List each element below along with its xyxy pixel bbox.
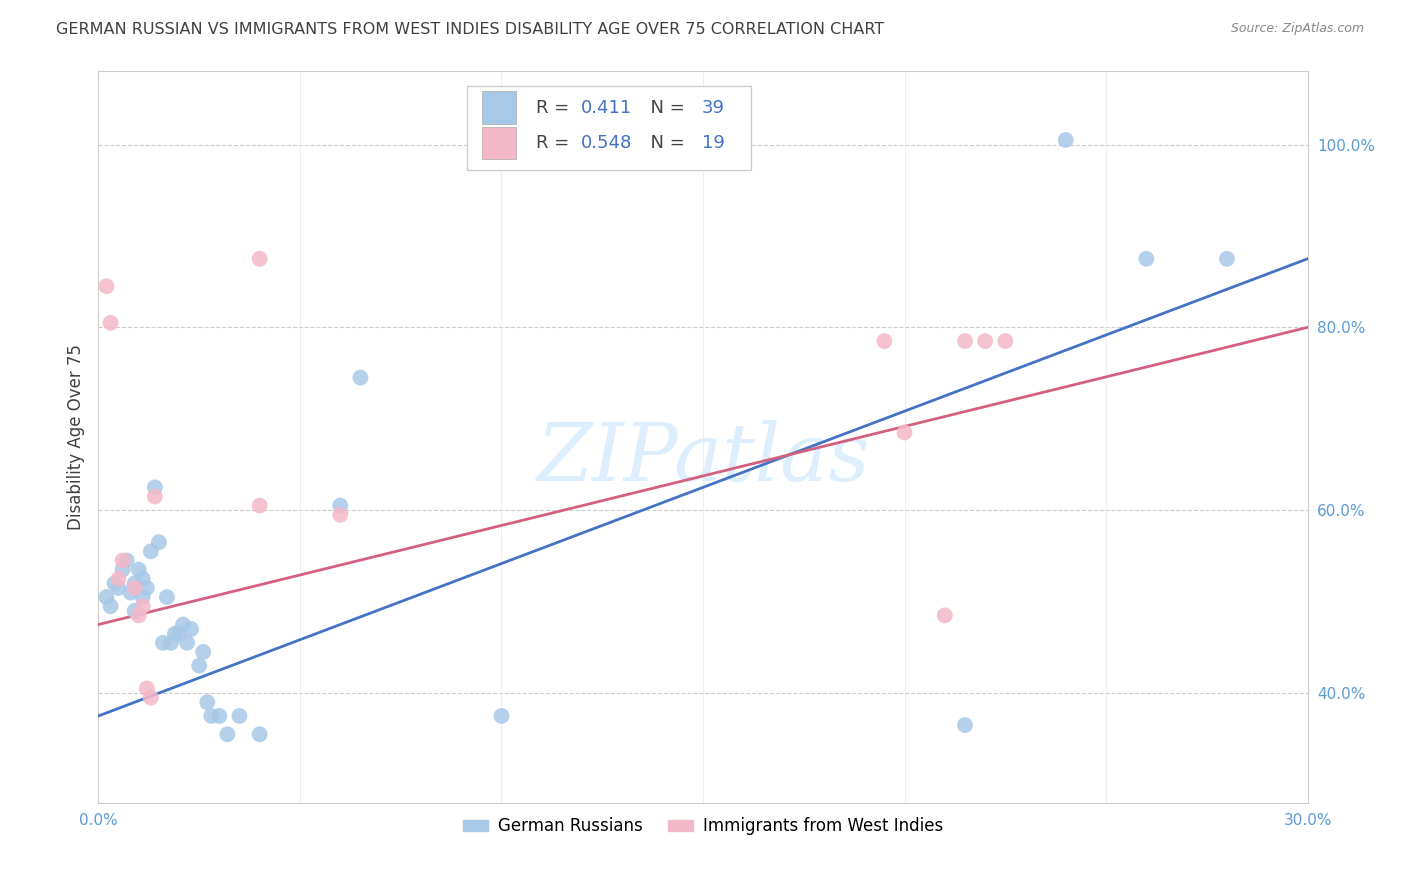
Text: R =: R =: [536, 99, 575, 117]
FancyBboxPatch shape: [482, 92, 516, 124]
FancyBboxPatch shape: [467, 86, 751, 170]
Point: [111, 553, 134, 567]
Point: [115, 553, 138, 567]
Point: [111, 563, 134, 577]
Point: [107, 581, 129, 595]
Point: [124, 581, 146, 595]
Text: N =: N =: [638, 99, 690, 117]
Point: [107, 572, 129, 586]
Point: [160, 636, 183, 650]
Point: [135, 581, 157, 595]
Point: [124, 576, 146, 591]
Point: [217, 727, 239, 741]
Point: [139, 690, 162, 705]
Point: [152, 636, 174, 650]
Point: [128, 608, 150, 623]
Text: 0.411: 0.411: [581, 99, 633, 117]
Point: [100, 599, 122, 614]
Point: [1216, 252, 1239, 266]
Point: [249, 252, 271, 266]
Point: [349, 370, 371, 384]
Point: [124, 604, 146, 618]
Point: [128, 563, 150, 577]
Point: [934, 608, 956, 623]
Text: 0.548: 0.548: [581, 134, 633, 152]
Point: [249, 499, 271, 513]
Y-axis label: Disability Age Over 75: Disability Age Over 75: [66, 344, 84, 530]
Point: [195, 695, 218, 709]
Point: [249, 727, 271, 741]
Point: [200, 709, 222, 723]
Point: [132, 572, 155, 586]
Point: [1135, 252, 1157, 266]
Point: [96, 279, 118, 293]
Text: 39: 39: [702, 99, 724, 117]
Text: R =: R =: [536, 134, 575, 152]
Point: [329, 508, 352, 522]
Point: [873, 334, 896, 348]
Point: [132, 599, 155, 614]
Legend: German Russians, Immigrants from West Indies: German Russians, Immigrants from West In…: [457, 811, 949, 842]
Point: [96, 590, 118, 604]
Text: Source: ZipAtlas.com: Source: ZipAtlas.com: [1230, 22, 1364, 36]
Point: [172, 617, 194, 632]
Point: [1054, 133, 1077, 147]
Point: [974, 334, 997, 348]
Point: [148, 535, 170, 549]
Point: [135, 681, 157, 696]
Text: ZIPatlas: ZIPatlas: [536, 420, 870, 498]
Point: [176, 636, 198, 650]
Point: [953, 334, 976, 348]
Point: [167, 626, 190, 640]
Point: [329, 499, 352, 513]
Point: [132, 590, 155, 604]
Point: [103, 576, 125, 591]
Point: [100, 316, 122, 330]
Point: [228, 709, 250, 723]
Point: [143, 490, 166, 504]
Point: [994, 334, 1017, 348]
Point: [893, 425, 915, 440]
FancyBboxPatch shape: [482, 127, 516, 160]
Point: [953, 718, 976, 732]
Point: [491, 709, 513, 723]
Point: [163, 626, 186, 640]
Point: [120, 585, 142, 599]
Point: [188, 658, 211, 673]
Text: N =: N =: [638, 134, 690, 152]
Point: [193, 645, 215, 659]
Point: [156, 590, 179, 604]
Point: [139, 544, 162, 558]
Point: [180, 622, 202, 636]
Point: [208, 709, 231, 723]
Point: [143, 480, 166, 494]
Text: 19: 19: [702, 134, 724, 152]
Text: GERMAN RUSSIAN VS IMMIGRANTS FROM WEST INDIES DISABILITY AGE OVER 75 CORRELATION: GERMAN RUSSIAN VS IMMIGRANTS FROM WEST I…: [56, 22, 884, 37]
